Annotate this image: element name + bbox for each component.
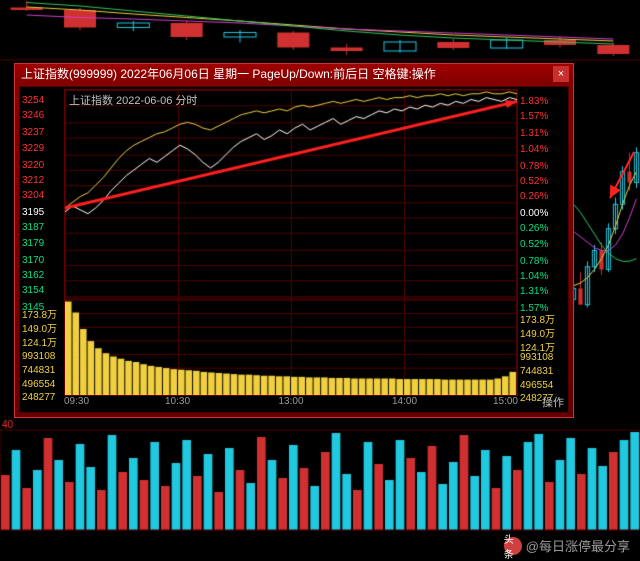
popup-title-text: 上证指数(999999) 2022年06月06日 星期一 PageUp/Down…	[21, 67, 436, 81]
axis-tick: 248277	[22, 393, 62, 403]
axis-tick: 3154	[22, 286, 62, 296]
axis-tick: 1.31%	[520, 286, 548, 297]
axis-tick: 3179	[22, 239, 62, 249]
axis-tick: 496554	[520, 380, 553, 391]
axis-tick: 3220	[22, 161, 62, 171]
axis-tick: 744831	[520, 366, 553, 377]
axis-tick: 3187	[22, 223, 62, 233]
time-tick: 13:00	[278, 396, 303, 407]
popup-footer[interactable]: 操作	[542, 394, 564, 410]
axis-tick: 1.57%	[520, 111, 548, 122]
time-tick: 10:30	[165, 396, 190, 407]
plot-label: 上证指数 2022-06-06 分时	[69, 92, 197, 108]
popup-titlebar[interactable]: 上证指数(999999) 2022年06月06日 星期一 PageUp/Down…	[15, 64, 573, 84]
axis-tick: 3212	[22, 176, 62, 186]
watermark-logo: 头条	[504, 537, 522, 555]
axis-tick: 0.52%	[520, 239, 548, 250]
axis-tick: 3204	[22, 191, 62, 201]
axis-tick: 744831	[22, 366, 62, 376]
watermark: 头条 @每日涨停最分享	[504, 536, 630, 555]
intraday-plot[interactable]: 上证指数 2022-06-06 分时	[64, 89, 518, 396]
axis-tick: 1.04%	[520, 144, 548, 155]
axis-tick: 3246	[22, 111, 62, 121]
axis-tick: 0.26%	[520, 191, 548, 202]
time-tick: 09:30	[64, 396, 89, 407]
axis-tick: 124.1万	[22, 339, 62, 349]
right-pct-axis: 0.26%0.52%0.78%1.04%1.31%1.57%1.83%0.00%…	[520, 101, 566, 396]
close-button[interactable]: ×	[553, 66, 569, 82]
axis-tick: 3195	[22, 208, 62, 218]
axis-tick: 0.52%	[520, 176, 548, 187]
axis-tick: 3237	[22, 128, 62, 138]
axis-tick: 173.8万	[22, 311, 62, 321]
axis-tick: 993108	[520, 352, 553, 363]
time-axis: 09:30 10:30 13:00 14:00 15:00	[64, 396, 518, 410]
axis-tick: 3254	[22, 96, 62, 106]
left-price-axis: 3204321232203229323732463254319531873179…	[22, 101, 62, 396]
axis-tick: 3170	[22, 256, 62, 266]
intraday-popup: 上证指数(999999) 2022年06月06日 星期一 PageUp/Down…	[14, 63, 574, 418]
axis-tick: 0.26%	[520, 223, 548, 234]
axis-tick: 3229	[22, 144, 62, 154]
time-tick: 14:00	[392, 396, 417, 407]
time-tick: 15:00	[493, 396, 518, 407]
axis-tick: 3162	[22, 271, 62, 281]
axis-tick: 149.0万	[22, 325, 62, 335]
axis-tick: 0.78%	[520, 161, 548, 172]
axis-tick: 0.78%	[520, 256, 548, 267]
axis-tick: 993108	[22, 352, 62, 362]
axis-tick: 496554	[22, 380, 62, 390]
axis-tick: 1.31%	[520, 128, 548, 139]
axis-tick: 1.04%	[520, 271, 548, 282]
axis-tick: 0.00%	[520, 208, 548, 219]
popup-body: 上证指数 2022-06-06 分时 3204 3212 3220 3229 3237 3…	[19, 86, 569, 413]
axis-tick: 1.83%	[520, 96, 548, 107]
watermark-text: @每日涨停最分享	[526, 536, 630, 555]
